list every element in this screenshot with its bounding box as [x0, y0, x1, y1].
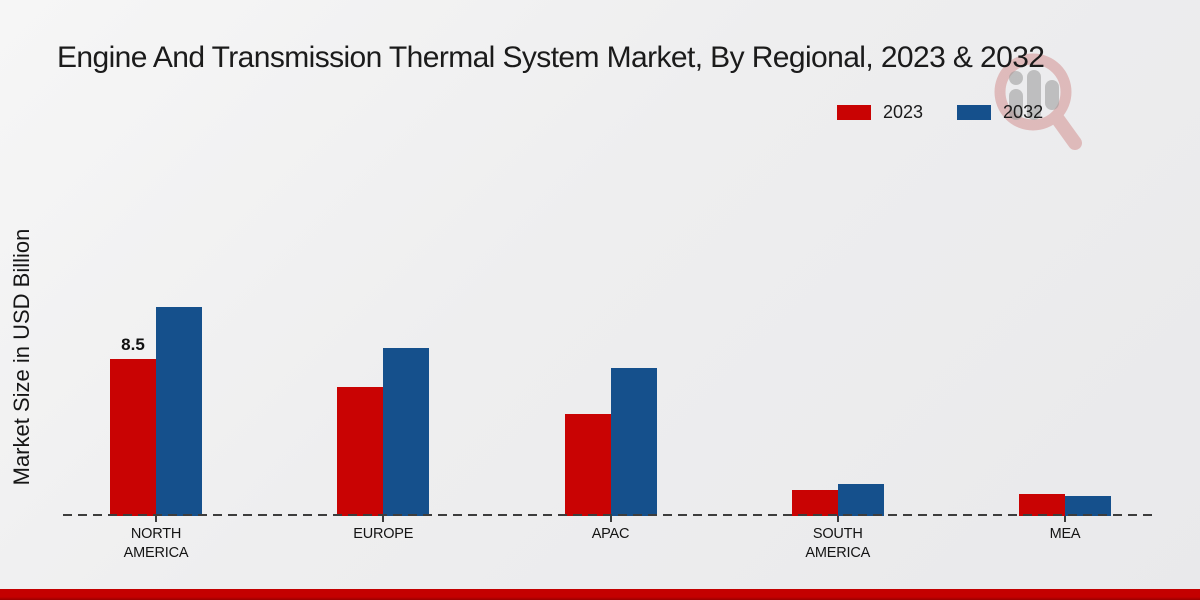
x-axis-tick-north-america	[155, 516, 157, 522]
chart-title: Engine And Transmission Thermal System M…	[57, 41, 1045, 74]
legend-label-2023: 2023	[883, 102, 924, 122]
category-label-apac: APAC	[531, 525, 691, 544]
bar-2023-apac	[564, 414, 611, 516]
category-label-line: NORTH	[130, 526, 182, 542]
legend-item-2023: 2023	[837, 102, 923, 123]
data-label-2023-north-america: 8.5	[121, 335, 145, 354]
category-label-line: AMERICA	[805, 545, 871, 561]
bar-2032-south-america	[837, 484, 884, 516]
x-axis-tick-mea	[1064, 516, 1066, 522]
category-label-line: SOUTH	[812, 526, 863, 542]
category-label-mea: MEA	[985, 525, 1145, 544]
bar-2023-mea	[1019, 494, 1065, 516]
bar-2032-apac	[610, 368, 657, 516]
category-label-europe: EUROPE	[303, 525, 463, 544]
category-label-line: MEA	[1049, 526, 1081, 542]
x-axis-tick-europe	[382, 516, 385, 522]
category-label-line: APAC	[591, 526, 630, 542]
legend-swatch-2032-icon	[957, 105, 992, 120]
bar-2023-north-america	[110, 359, 156, 516]
x-axis-tick-apac	[609, 516, 612, 522]
category-label-north-america: NORTH AMERICA	[76, 525, 236, 563]
x-axis-baseline	[63, 514, 1157, 516]
bar-2032-north-america	[156, 307, 202, 516]
category-label-line: AMERICA	[123, 545, 189, 561]
legend: 2023 2032	[837, 102, 1043, 123]
bar-2023-europe	[337, 387, 384, 516]
category-label-south-america: SOUTH AMERICA	[758, 525, 918, 563]
x-axis-tick-south-america	[836, 516, 839, 522]
legend-item-2032: 2032	[957, 102, 1043, 123]
watermark-logo-icon	[994, 53, 1082, 150]
footer-accent-bar	[0, 589, 1200, 600]
bar-2023-south-america	[791, 490, 838, 516]
legend-label-2032: 2032	[1003, 102, 1044, 122]
category-label-line: EUROPE	[353, 526, 414, 542]
bar-2032-mea	[1065, 496, 1111, 516]
bar-2032-europe	[383, 348, 430, 516]
y-axis-label: Market Size in USD Billion	[9, 228, 34, 486]
legend-swatch-2023-icon	[837, 105, 871, 120]
